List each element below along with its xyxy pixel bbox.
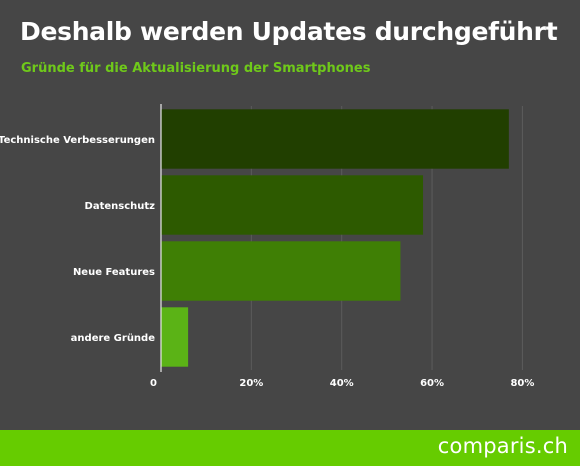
chart-subtitle: Gründe für die Aktualisierung der Smartp… bbox=[21, 61, 371, 76]
category-label: andere Gründe bbox=[71, 333, 156, 344]
category-label: Datenschutz bbox=[85, 201, 156, 212]
x-tick-label: 80% bbox=[510, 378, 534, 389]
bar bbox=[161, 109, 509, 169]
x-tick-label: 40% bbox=[330, 378, 354, 389]
x-tick-label: 0 bbox=[150, 378, 157, 389]
category-label: Technische Verbesserungen bbox=[0, 135, 155, 146]
bar bbox=[161, 241, 401, 301]
brand-logo: comparis.ch bbox=[437, 434, 568, 458]
x-tick-label: 60% bbox=[420, 378, 444, 389]
category-label: Neue Features bbox=[73, 267, 155, 278]
footer-bar: comparis.ch bbox=[0, 430, 580, 466]
bar bbox=[161, 307, 189, 367]
chart-title: Deshalb werden Updates durchgeführt bbox=[20, 17, 558, 46]
bar bbox=[161, 175, 424, 235]
bar-chart: Technische Verbesserungen Datenschutz Neue… bbox=[0, 104, 534, 389]
x-tick-label: 20% bbox=[239, 378, 263, 389]
